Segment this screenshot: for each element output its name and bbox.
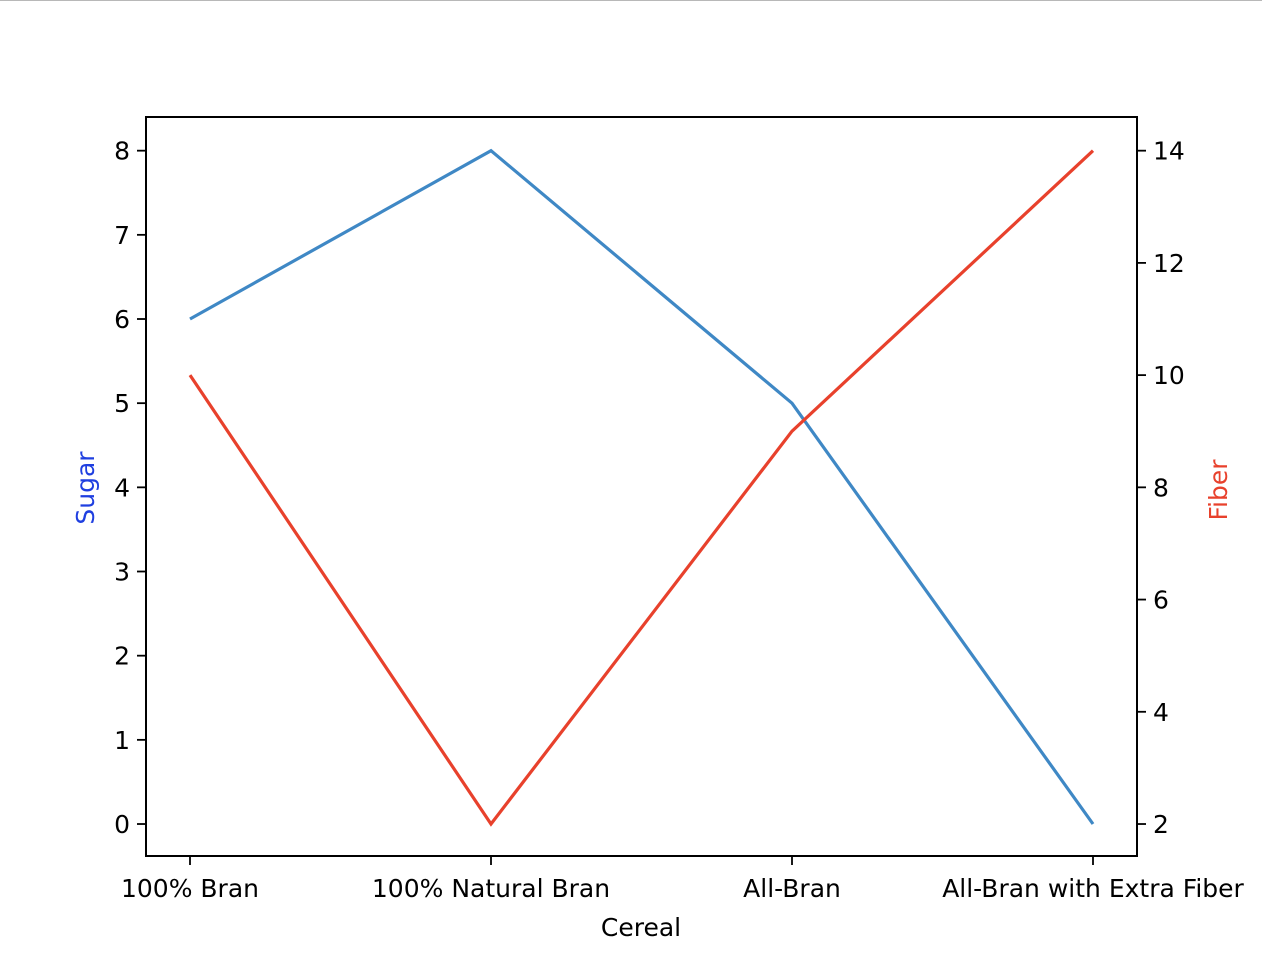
x-tick-label: 100% Bran: [121, 874, 259, 903]
x-tick-label: 100% Natural Bran: [372, 874, 610, 903]
x-axis-ticks: 100% Bran 100% Natural Bran All-Bran All-Br…: [121, 856, 1245, 903]
left-tick-label: 5: [114, 389, 130, 418]
x-tick-label: All-Bran: [743, 874, 841, 903]
left-tick-label: 8: [114, 137, 130, 166]
x-axis-label: Cereal: [601, 913, 681, 942]
left-axis-ticks: 0 1 2 3 4 5 6 7 8: [114, 137, 146, 839]
plot-border: [145, 116, 1138, 857]
right-tick-label: 10: [1153, 361, 1185, 390]
left-tick-label: 3: [114, 558, 130, 587]
right-tick-label: 2: [1153, 810, 1169, 839]
left-tick-label: 6: [114, 305, 130, 334]
right-tick-label: 12: [1153, 249, 1185, 278]
series-line-fiber: [188, 149, 1095, 827]
right-axis-ticks: 2 4 6 8 10 12 14: [1137, 137, 1185, 839]
left-tick-label: 7: [114, 221, 130, 250]
right-tick-label: 8: [1153, 473, 1169, 502]
series-layer: [188, 148, 1095, 827]
left-tick-label: 2: [114, 642, 130, 671]
window-top-rule: [0, 0, 1262, 1]
left-tick-label: 4: [114, 473, 130, 502]
x-tick-label: All-Bran with Extra Fiber: [942, 874, 1244, 903]
left-axis-label: Sugar: [71, 451, 100, 525]
right-tick-label: 6: [1153, 586, 1169, 615]
series-line-sugar: [189, 148, 1095, 825]
right-axis-label: Fiber: [1204, 459, 1233, 521]
left-tick-label: 0: [114, 810, 130, 839]
plot-frame: [145, 116, 1138, 857]
right-tick-label: 14: [1153, 137, 1185, 166]
left-tick-label: 1: [114, 726, 130, 755]
right-tick-label: 4: [1153, 698, 1169, 727]
